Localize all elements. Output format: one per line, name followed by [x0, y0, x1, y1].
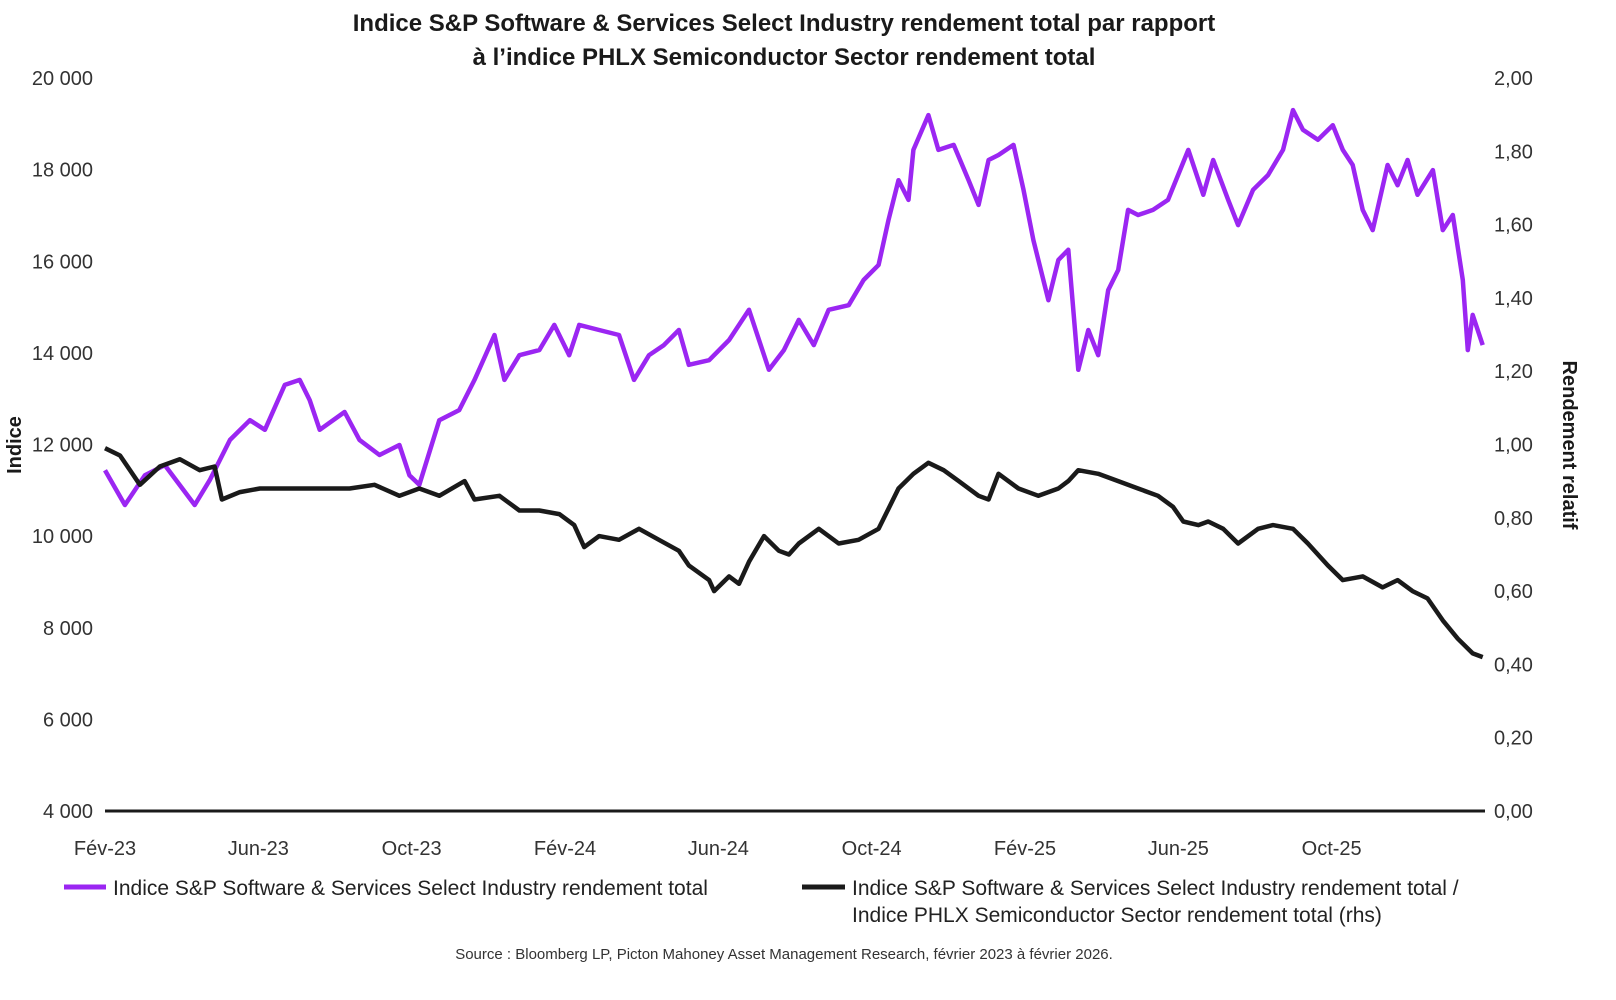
y-tick-label: 8 000: [43, 618, 93, 640]
source-note: Source : Bloomberg LP, Picton Mahoney As…: [455, 946, 1113, 963]
y2-tick-label: 0,60: [1494, 581, 1533, 603]
y-tick-label: 6 000: [43, 709, 93, 731]
legend-label-ratio-line-1: Indice S&P Software & Services Select In…: [852, 877, 1459, 900]
legend: Indice S&P Software & Services Select In…: [64, 877, 1459, 927]
y-tick-label: 12 000: [32, 435, 93, 457]
y2-tick-label: 0,40: [1494, 654, 1533, 676]
x-tick-label: Fév-24: [534, 838, 596, 860]
y-tick-label: 16 000: [32, 251, 93, 273]
x-tick-label: Fév-25: [994, 838, 1056, 860]
y-tick-label: 20 000: [32, 68, 93, 90]
y2-axis-title: Rendement relatif: [1558, 361, 1580, 530]
chart-title-line-2: à l’indice PHLX Semiconductor Sector ren…: [473, 44, 1096, 71]
chart-title-line-1: Indice S&P Software & Services Select In…: [353, 10, 1215, 37]
legend-label-ratio-line-2: Indice PHLX Semiconductor Sector rendeme…: [852, 904, 1382, 927]
series-line-software-index: [103, 107, 1485, 508]
x-tick-label: Oct-23: [382, 838, 442, 860]
x-tick-label: Jun-25: [1148, 838, 1209, 860]
y2-tick-label: 0,00: [1494, 801, 1533, 823]
y-tick-label: 10 000: [32, 526, 93, 548]
y-tick-label: 18 000: [32, 160, 93, 182]
legend-label-software: Indice S&P Software & Services Select In…: [113, 877, 708, 900]
y-tick-label: 14 000: [32, 343, 93, 365]
y2-tick-label: 2,00: [1494, 68, 1533, 90]
y2-tick-label: 1,00: [1494, 435, 1533, 457]
x-tick-label: Oct-24: [842, 838, 902, 860]
x-tick-label: Jun-24: [688, 838, 749, 860]
y-axis-title: Indice: [4, 416, 26, 474]
y2-tick-label: 0,20: [1494, 728, 1533, 750]
y2-tick-label: 1,60: [1494, 215, 1533, 237]
y2-tick-label: 0,80: [1494, 508, 1533, 530]
x-tick-label: Oct-25: [1302, 838, 1362, 860]
series-line-relative-return: [104, 446, 1484, 660]
y2-tick-label: 1,40: [1494, 288, 1533, 310]
y-tick-label: 4 000: [43, 801, 93, 823]
x-tick-label: Jun-23: [228, 838, 289, 860]
y2-tick-label: 1,80: [1494, 141, 1533, 163]
y2-tick-label: 1,20: [1494, 361, 1533, 383]
x-tick-label: Fév-23: [74, 838, 136, 860]
